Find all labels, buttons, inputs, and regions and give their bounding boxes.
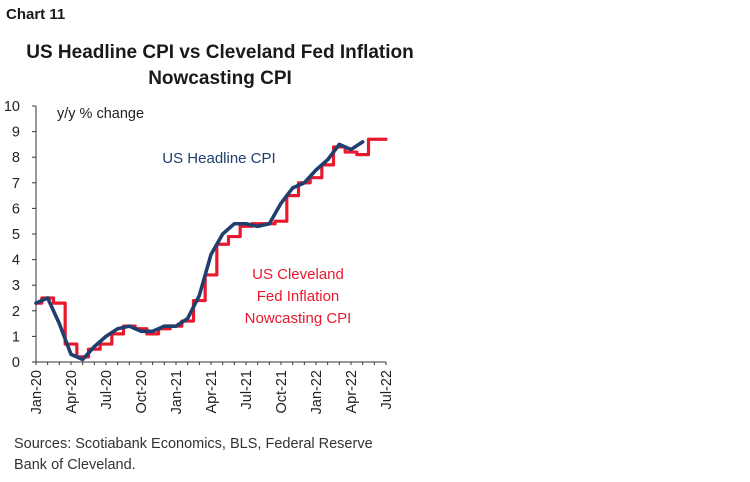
- y-tick-label: 7: [12, 176, 20, 192]
- x-tick-label: Jan-21: [169, 370, 185, 414]
- x-tick-label: Apr-20: [64, 370, 80, 414]
- x-axis-ticks: Jan-20 Apr-20 Jul-20 Oct-20 Jan-21 Apr-21 Jul-…: [29, 362, 395, 414]
- x-tick-label: Jan-20: [29, 370, 45, 414]
- y-tick-label: 9: [12, 125, 20, 141]
- x-tick-label: Jul-22: [379, 370, 395, 410]
- y-tick-label: 6: [12, 201, 20, 217]
- y-tick-label: 1: [12, 329, 20, 345]
- x-tick-label: Jul-21: [239, 370, 255, 410]
- y-tick-label: 4: [12, 253, 20, 269]
- chart-title: US Headline CPI vs Cleveland Fed Inflati…: [26, 42, 414, 89]
- annotation-nowcast-cpi: US Cleveland Fed Inflation Nowcasting CPI: [245, 266, 352, 327]
- x-tick-label: Apr-22: [344, 370, 360, 414]
- x-tick-label: Oct-20: [134, 370, 150, 414]
- source-note: Sources: Scotiabank Economics, BLS, Fede…: [14, 436, 373, 473]
- y-tick-label: 8: [12, 150, 20, 166]
- y-tick-label: 5: [12, 227, 20, 243]
- annotation-headline-cpi: US Headline CPI: [162, 150, 275, 167]
- y-tick-label: 3: [12, 278, 20, 294]
- series-layer: [34, 137, 388, 362]
- y-tick-label: 2: [12, 304, 20, 320]
- y-tick-label: 0: [12, 355, 20, 371]
- y-axis-label: y/y % change: [57, 106, 144, 122]
- series-line-headline-cpi: [34, 140, 365, 362]
- x-tick-label: Apr-21: [204, 370, 220, 414]
- chart-label: Chart 11: [6, 6, 66, 23]
- x-tick-label: Jul-20: [99, 370, 115, 410]
- x-tick-label: Jan-22: [309, 370, 325, 414]
- y-tick-label: 10: [4, 99, 20, 115]
- x-tick-label: Oct-21: [274, 370, 290, 414]
- y-axis-ticks: 0 1 2 3 4 5 6 7 8 9 10: [4, 99, 36, 371]
